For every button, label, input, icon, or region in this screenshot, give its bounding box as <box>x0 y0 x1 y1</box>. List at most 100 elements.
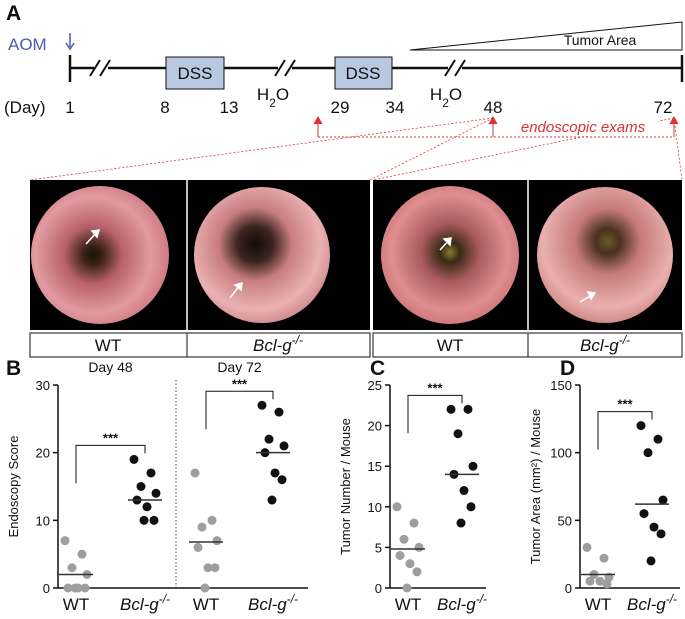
day-label: 72 <box>654 98 673 117</box>
panel-label: D <box>560 357 575 380</box>
exams-label: endoscopic exams <box>521 119 646 136</box>
data-point <box>653 434 663 444</box>
data-point <box>267 495 277 505</box>
water-label: H2O <box>430 85 462 110</box>
data-point <box>200 583 210 593</box>
x-tick-label: WT <box>585 595 611 614</box>
y-tick-label: 0 <box>43 581 50 596</box>
significance-bracket <box>205 390 274 430</box>
data-point <box>136 482 146 491</box>
day-label: 8 <box>160 98 169 117</box>
caption-box <box>527 332 683 358</box>
day-label: 13 <box>220 98 239 117</box>
caption-box <box>186 332 371 358</box>
days-label: (Day) <box>4 98 46 117</box>
trend-label: Tumor Area <box>564 32 637 48</box>
data-point <box>412 567 422 577</box>
water-label: H2O <box>257 85 289 110</box>
y-axis-label: Tumor Number / Mouse <box>338 418 353 555</box>
data-point <box>643 448 653 458</box>
data-point <box>63 583 73 593</box>
data-point <box>658 495 668 505</box>
data-point <box>646 556 656 566</box>
data-point <box>139 515 149 525</box>
data-point <box>197 522 207 532</box>
significance-label: *** <box>427 380 443 395</box>
agent-label: AOM <box>8 35 47 54</box>
caption-box <box>372 332 529 358</box>
treatment-box <box>334 56 393 90</box>
agent-arrowhead <box>65 42 75 51</box>
data-point <box>466 502 476 512</box>
y-axis-label: Tumor Area (mm²) / Mouse <box>528 409 543 565</box>
data-point <box>409 518 419 528</box>
endoscopy-image <box>537 187 673 323</box>
data-point <box>67 563 77 573</box>
y-tick-label: 0 <box>375 581 382 596</box>
exam-markers <box>29 115 683 181</box>
label-bg <box>508 118 658 136</box>
data-point <box>129 454 139 464</box>
x-tick-label: Bcl-g-/- <box>627 592 677 614</box>
significance-bracket <box>597 411 653 450</box>
y-axis-label: Endoscopy Score <box>6 436 21 538</box>
significance-label: *** <box>617 397 633 412</box>
data-point <box>463 404 473 414</box>
endoscopy-image <box>381 186 519 324</box>
panel-label: C <box>370 357 385 380</box>
day-ticks: 1 8 13 29 34 48 72 <box>65 98 672 117</box>
group-title: Day 48 <box>88 359 133 375</box>
data-point <box>279 441 289 451</box>
data-point <box>468 461 478 471</box>
y-tick-label: 20 <box>36 446 50 461</box>
treatment-label: DSS <box>178 64 213 83</box>
treatment-label: DSS <box>346 64 381 83</box>
day-label: 48 <box>484 98 503 117</box>
day-label: 29 <box>331 98 350 117</box>
data-point <box>277 475 287 485</box>
data-point <box>203 563 213 573</box>
data-point <box>402 583 412 593</box>
image-caption: Bcl-g-/- <box>253 333 303 355</box>
data-point <box>599 553 609 563</box>
panel-label: B <box>6 357 21 380</box>
data-point <box>146 468 156 478</box>
data-point <box>399 534 409 544</box>
x-tick-label: WT <box>63 595 89 614</box>
data-point <box>193 542 203 552</box>
significance-label: *** <box>232 376 248 391</box>
data-point <box>446 404 456 414</box>
data-point <box>459 486 469 496</box>
data-point <box>210 563 220 573</box>
x-tick-label: WT <box>395 595 421 614</box>
significance-label: *** <box>103 430 119 445</box>
y-tick-label: 30 <box>36 378 50 393</box>
data-point <box>585 576 595 586</box>
data-point <box>80 583 90 593</box>
significance-bracket <box>75 444 146 484</box>
data-point <box>60 536 70 546</box>
image-caption: WT <box>437 336 463 355</box>
group-title: Day 72 <box>217 359 262 375</box>
significance-bracket <box>407 394 463 434</box>
image-caption: Bcl-g-/- <box>580 333 630 355</box>
data-point <box>582 542 592 552</box>
y-tick-label: 100 <box>550 446 572 461</box>
trend-wedge <box>409 21 683 51</box>
y-tick-label: 10 <box>368 500 382 515</box>
data-point <box>207 515 217 525</box>
data-point <box>77 549 87 559</box>
y-tick-label: 25 <box>368 378 382 393</box>
y-tick-label: 50 <box>558 513 572 528</box>
data-point <box>274 407 284 417</box>
data-point <box>395 551 405 561</box>
data-point <box>656 529 666 539</box>
x-tick-label: Bcl-g-/- <box>120 592 170 614</box>
endoscopy-image <box>31 186 169 324</box>
endoscopy-image <box>194 187 330 323</box>
y-tick-label: 20 <box>368 419 382 434</box>
data-point <box>70 583 80 593</box>
data-point <box>151 488 161 498</box>
y-tick-label: 10 <box>36 513 50 528</box>
data-point <box>602 579 612 589</box>
